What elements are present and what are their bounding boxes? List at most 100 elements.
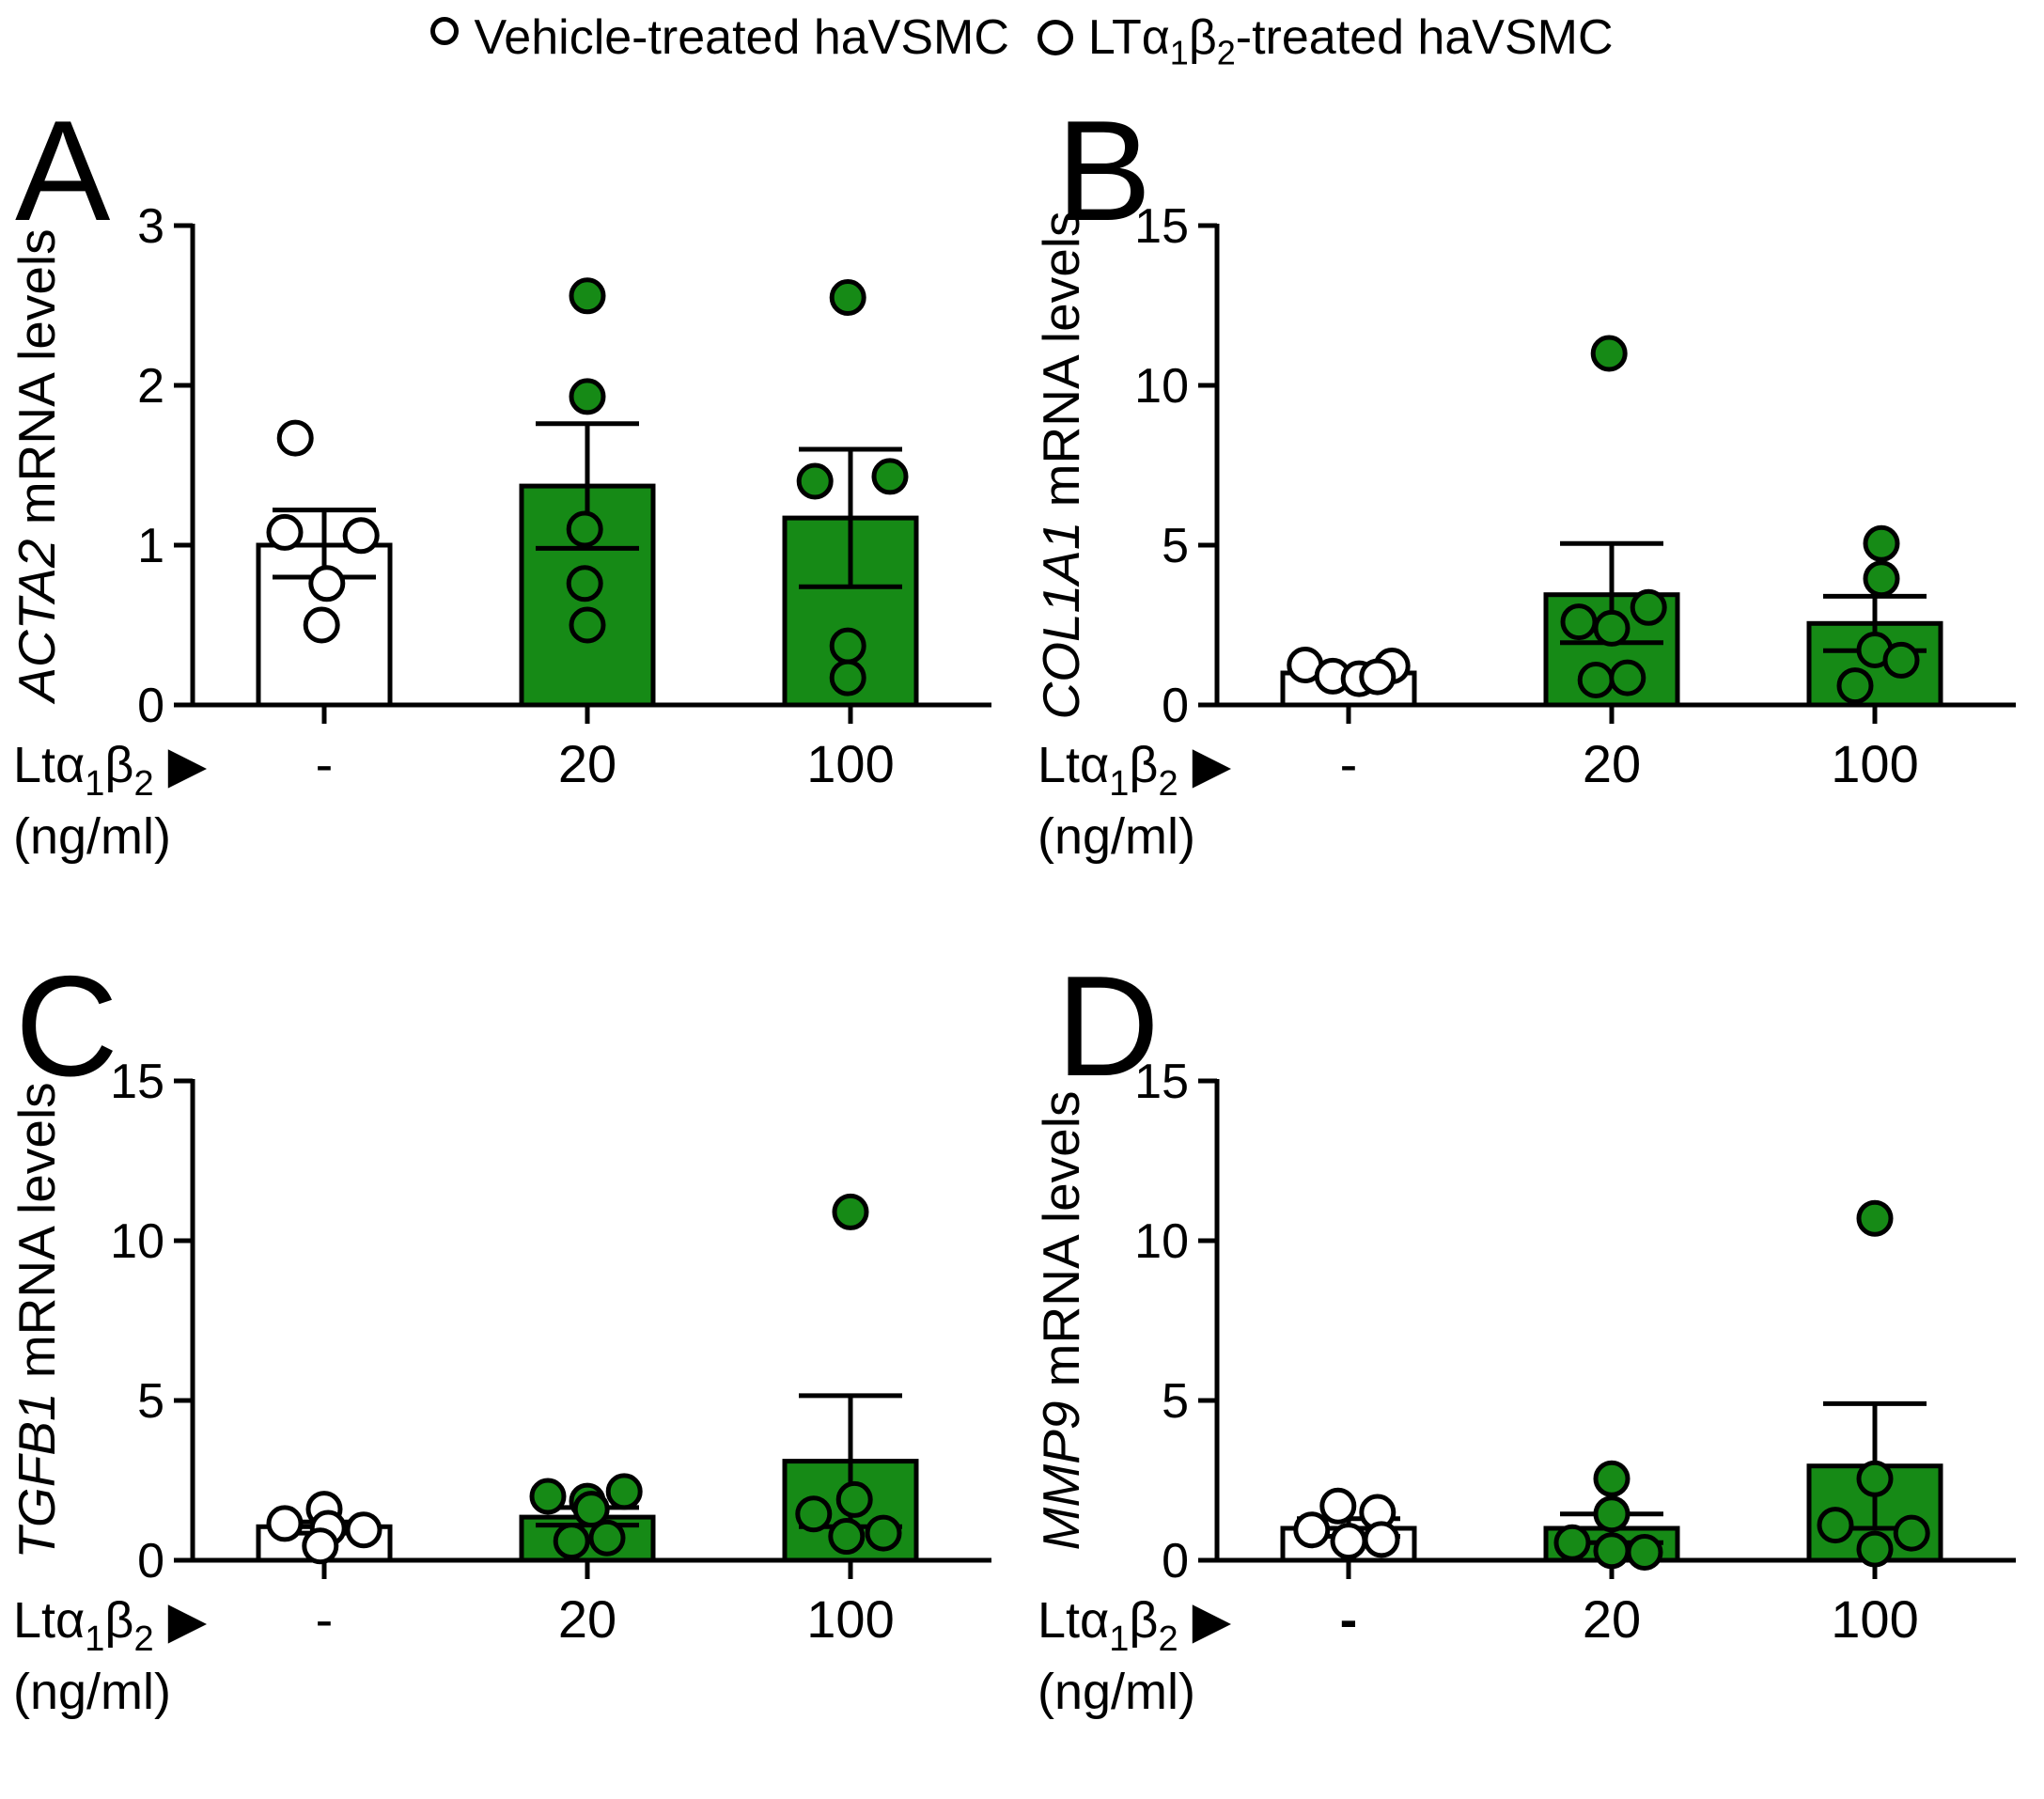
annotation-subscript: 2 <box>1158 1619 1178 1659</box>
data-point-treated <box>569 378 606 415</box>
annotation-text: Ltα <box>1038 1592 1109 1649</box>
annotation-subscript: 1 <box>1109 764 1129 804</box>
gene-name: TGFB1 <box>8 1392 66 1558</box>
data-point-treated <box>1560 603 1598 641</box>
data-point-treated <box>588 1519 626 1557</box>
y-axis-title-rest: mRNA levels <box>1032 1091 1090 1401</box>
y-axis-title-rest: mRNA levels <box>8 228 66 539</box>
data-point-treated <box>796 462 834 500</box>
data-point-vehicle <box>308 565 346 602</box>
y-tick-label: 15 <box>110 1055 164 1109</box>
x-group-label: 100 <box>806 734 894 793</box>
y-tick-label: 10 <box>1134 359 1189 414</box>
panel-b: B 0 5 10 15 COL1A1 mRNA levels - 20 100 Ltα1β2 ▶… <box>1024 94 2044 935</box>
x-group-label: 100 <box>1831 734 1918 793</box>
gene-name: MMP9 <box>1032 1401 1090 1551</box>
y-tick-label: 10 <box>1134 1214 1189 1269</box>
y-tick-label: 3 <box>137 199 164 254</box>
annotation-text: ▶ <box>1178 737 1232 793</box>
data-point-vehicle <box>1363 1521 1400 1558</box>
gene-name: COL1A1 <box>1032 522 1090 720</box>
data-point-treated <box>1630 588 1667 626</box>
y-tick-label: 5 <box>1162 1374 1189 1429</box>
green-circle-icon <box>1037 20 1073 55</box>
x-group-label: 20 <box>558 734 616 793</box>
annotation-text: ▶ <box>154 737 208 793</box>
legend-label-text: β <box>1188 10 1217 65</box>
data-point-treated <box>835 1480 873 1518</box>
x-axis-units: (ng/ml) <box>13 808 171 865</box>
data-point-treated <box>566 565 603 602</box>
data-point-treated <box>529 1478 567 1515</box>
data-point-vehicle <box>276 419 314 457</box>
data-point-treated <box>795 1495 833 1533</box>
data-point-treated <box>553 1523 590 1560</box>
legend-item-vehicle: Vehicle-treated haVSMC <box>430 13 1009 62</box>
data-point-treated <box>1856 1530 1894 1568</box>
x-group-label: 100 <box>1831 1589 1918 1649</box>
panel-d: D 0 5 10 15 MMP9 mRNA levels -20 100 Ltα1β2 ▶ (n… <box>1024 949 2044 1791</box>
y-axis-title-rest: mRNA levels <box>1032 211 1090 521</box>
data-point-treated <box>1593 1460 1631 1497</box>
y-tick-label: 15 <box>1134 199 1189 254</box>
annotation-subscript: 2 <box>133 1619 153 1659</box>
data-point-treated <box>1863 560 1900 598</box>
y-tick-label: 0 <box>137 679 164 733</box>
data-point-treated <box>829 279 866 316</box>
data-point-treated <box>566 510 603 548</box>
data-point-treated <box>572 1491 610 1528</box>
x-group-label: 20 <box>1583 1589 1641 1649</box>
y-tick-label: 2 <box>137 359 164 414</box>
data-point-treated <box>569 606 606 644</box>
data-point-treated <box>829 659 866 696</box>
annotation-text: Ltα <box>13 737 85 793</box>
data-point-treated <box>1863 524 1900 562</box>
annotation-subscript: 1 <box>85 764 104 804</box>
data-point-vehicle <box>1330 1523 1367 1560</box>
data-point-treated <box>829 627 866 665</box>
data-point-treated <box>1590 335 1628 372</box>
data-point-vehicle <box>1359 658 1396 696</box>
x-group-label: - <box>1340 1589 1358 1649</box>
data-point-vehicle <box>342 517 380 555</box>
panel-c: C 0 5 10 15 TGFB1 mRNA levels -20 100 Ltα1β2 ▶(… <box>0 949 1020 1791</box>
legend-label-text: -treated haVSMC <box>1235 10 1614 65</box>
data-point-vehicle <box>302 1527 339 1565</box>
data-point-treated <box>1856 1199 1894 1237</box>
data-point-vehicle <box>1293 1511 1331 1549</box>
x-axis-annotation: Ltα1β2 ▶ <box>1038 1592 1232 1659</box>
y-tick-label: 5 <box>137 1374 164 1429</box>
panel-letter: B <box>1056 91 1152 251</box>
data-point-vehicle <box>266 1505 304 1542</box>
legend-label-treated: LTα1β2-treated haVSMC <box>1088 10 1614 70</box>
data-point-vehicle <box>303 606 340 644</box>
data-point-vehicle <box>1319 1487 1357 1525</box>
data-point-treated <box>1856 1460 1894 1497</box>
annotation-text: β <box>104 737 133 793</box>
x-group-label: 20 <box>1583 734 1641 793</box>
panel-a: A 0 1 2 3 ACTA2 mRNA levels -20 100 Ltα1β2 ▶ (ng… <box>0 94 1020 935</box>
gene-name: ACTA2 <box>8 539 66 704</box>
y-tick-label: 0 <box>137 1534 164 1588</box>
y-tick-label: 0 <box>1162 679 1189 733</box>
data-point-treated <box>1553 1524 1591 1561</box>
panel-letter: D <box>1056 946 1160 1106</box>
legend-label-subscript: 2 <box>1216 33 1236 72</box>
x-group-label: 100 <box>806 1589 894 1649</box>
annotation-subscript: 1 <box>85 1619 104 1659</box>
annotation-text: β <box>1129 737 1158 793</box>
data-point-treated <box>865 1514 902 1552</box>
data-point-treated <box>605 1473 643 1510</box>
panel-letter: C <box>15 946 118 1106</box>
y-axis-title-rest: mRNA levels <box>8 1082 66 1392</box>
data-point-treated <box>1593 1532 1631 1570</box>
x-axis-annotation: Ltα1β2 ▶ <box>1038 737 1232 804</box>
y-tick-label: 5 <box>1162 519 1189 573</box>
data-point-vehicle <box>345 1511 382 1549</box>
x-axis-annotation: Ltα1β2 ▶ <box>13 737 208 804</box>
x-axis-annotation: Ltα1β2 ▶ <box>13 1592 208 1659</box>
